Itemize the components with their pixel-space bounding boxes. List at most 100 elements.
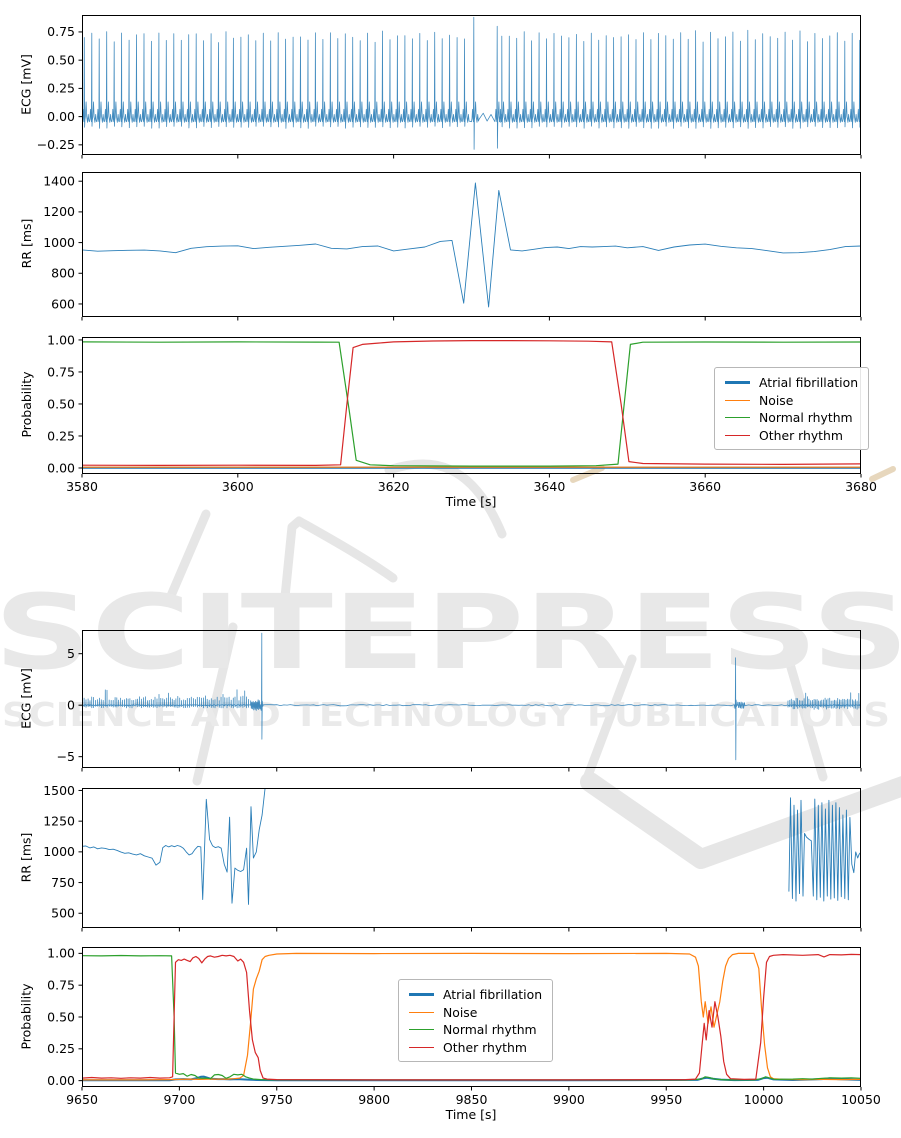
plot-series-group — [82, 952, 861, 1082]
y-axis-label-ecg-bottom: ECG [mV] — [18, 668, 34, 729]
legend-entry-other-rhythm: Other rhythm — [409, 1039, 542, 1057]
legend-entry-normal-rhythm: Normal rhythm — [409, 1021, 542, 1039]
legend-label: Other rhythm — [443, 1039, 527, 1055]
watermark-logo-stroke — [581, 654, 637, 786]
x-tick-label: 3620 — [378, 479, 410, 494]
legend-line-sample — [725, 417, 750, 419]
y-tick-label: 1.00 — [47, 946, 75, 961]
y-tick-label: 0.75 — [47, 977, 75, 992]
legend-line-sample — [409, 1011, 434, 1013]
legend-line-sample — [409, 993, 434, 997]
legend-entry-atrial-fibrillation: Atrial fibrillation — [409, 986, 542, 1004]
series-line-normal-rhythm — [82, 341, 861, 467]
legend-label: Noise — [759, 392, 794, 408]
y-axis-label-rr-bottom: RR [ms] — [18, 832, 34, 883]
x-tick-label: 10050 — [841, 1092, 881, 1107]
series-line-ecg — [82, 632, 861, 761]
y-tick-label: 0.25 — [47, 81, 75, 96]
plot-series-group — [82, 632, 861, 761]
y-axis-label-ecg-top: ECG [mV] — [18, 54, 34, 115]
ecg-plot-top: 0.75 0.50 0.25 0.00 −0.25 — [37, 15, 862, 159]
legend-entry-noise: Noise — [725, 392, 858, 410]
axes-frame — [82, 788, 861, 928]
axes-frame — [82, 15, 861, 155]
legend-label: Other rhythm — [759, 427, 843, 443]
plot-series-group — [82, 788, 861, 905]
legend-line-sample — [725, 399, 750, 401]
watermark-logo-stroke — [165, 509, 211, 603]
x-tick-label: 9950 — [650, 1092, 682, 1107]
y-tick-label: 0.75 — [47, 364, 75, 379]
probability-plot-top: 3580 3600 3620 3640 3660 3680 1.00 0.75 0.50 0.25… — [47, 332, 877, 494]
series-line-other-rhythm — [82, 339, 861, 466]
y-tick-label: 0.00 — [47, 460, 75, 475]
legend-entry-normal-rhythm: Normal rhythm — [725, 409, 858, 427]
y-tick-label: 1400 — [43, 174, 75, 189]
y-tick-label: 800 — [51, 266, 75, 281]
watermark-title: SCITEPRESS — [0, 573, 901, 693]
y-tick-label: 0.50 — [47, 1009, 75, 1024]
y-tick-label: 0.75 — [47, 24, 75, 39]
axes-frame — [82, 947, 861, 1087]
y-tick-label: 0.25 — [47, 428, 75, 443]
ecg-plot-bottom: 5 0 −5 — [57, 630, 862, 772]
x-tick-label: 9700 — [163, 1092, 195, 1107]
y-tick-label: 1.00 — [47, 332, 75, 347]
rr-plot-bottom: 1500 1250 1000 750 500 — [43, 783, 862, 932]
y-tick-label: 0.50 — [47, 396, 75, 411]
series-line-other-rhythm — [82, 953, 861, 1081]
plot-series-group — [82, 339, 861, 469]
legend-line-sample — [409, 1029, 434, 1031]
x-tick-label: 3640 — [533, 479, 565, 494]
legend-entry-other-rhythm: Other rhythm — [725, 427, 858, 445]
y-axis-label-probability-top: Probability — [19, 371, 34, 438]
axes-frame — [82, 172, 861, 317]
watermark-subtitle: SCIENCE AND TECHNOLOGY PUBLICATIONS — [2, 695, 890, 734]
x-tick-label: 9850 — [456, 1092, 488, 1107]
x-tick-label: 10000 — [744, 1092, 784, 1107]
y-tick-label: 0.00 — [47, 1073, 75, 1088]
x-tick-label: 9750 — [261, 1092, 293, 1107]
y-tick-label: 0.25 — [47, 1041, 75, 1056]
series-line-rr-interval — [82, 788, 266, 905]
y-tick-label: 1000 — [43, 235, 75, 250]
x-tick-label: 3600 — [222, 479, 254, 494]
plot-series-group — [82, 16, 861, 150]
y-axis-label-rr-top: RR [ms] — [19, 218, 34, 269]
legend-label: Normal rhythm — [443, 1022, 537, 1038]
legend-label: Noise — [443, 1004, 478, 1020]
legend-entry-atrial-fibrillation: Atrial fibrillation — [725, 374, 858, 392]
y-axis-label-probability-bottom: Probability — [18, 983, 34, 1050]
legend-top: Atrial fibrillation Noise Normal rhythm Oth… — [714, 367, 870, 450]
legend-label: Atrial fibrillation — [759, 375, 859, 391]
x-tick-label: 9650 — [66, 1092, 98, 1107]
y-tick-label: 600 — [51, 296, 75, 311]
rr-plot-top: 1400 1200 1000 800 600 — [43, 172, 862, 321]
x-tick-label: 3680 — [845, 479, 877, 494]
y-tick-label: 0 — [67, 697, 75, 712]
legend-line-sample — [725, 381, 750, 385]
y-tick-label: 0.00 — [47, 109, 75, 124]
y-tick-label: −0.25 — [37, 137, 75, 152]
legend-label: Normal rhythm — [759, 410, 853, 426]
y-tick-label: 1000 — [43, 844, 75, 859]
y-tick-label: 0.50 — [47, 52, 75, 67]
y-tick-label: 500 — [51, 906, 75, 921]
x-tick-label: 9800 — [358, 1092, 390, 1107]
x-tick-label: 3660 — [689, 479, 721, 494]
legend-label: Atrial fibrillation — [443, 987, 543, 1003]
series-line-rr-interval — [82, 182, 861, 308]
probability-plot-bottom: 9650 9700 9750 9800 9850 9900 9950 10000 10050 1.… — [47, 946, 881, 1107]
series-line-rr-interval — [788, 797, 861, 902]
y-tick-label: 1250 — [43, 813, 75, 828]
y-tick-label: 5 — [67, 646, 75, 661]
watermark-logo-stroke — [275, 516, 398, 652]
y-tick-label: 1500 — [43, 783, 75, 798]
y-tick-label: 750 — [51, 875, 75, 890]
series-line-normal-rhythm — [82, 954, 861, 1081]
x-axis-label-bottom: Time [s] — [445, 1107, 497, 1122]
series-line-ecg — [82, 16, 861, 150]
x-tick-label: 9900 — [553, 1092, 585, 1107]
legend-line-sample — [725, 434, 750, 436]
